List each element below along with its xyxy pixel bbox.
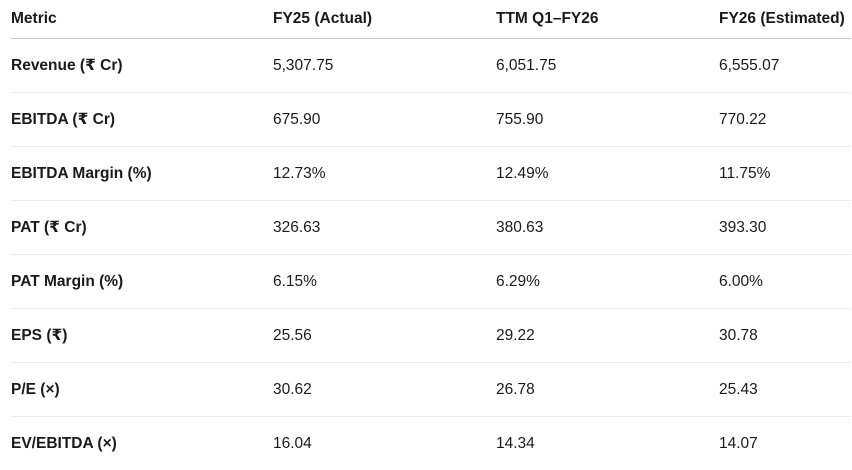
table-cell: 12.73% — [273, 147, 496, 201]
row-label-pe: P/E (×) — [11, 363, 273, 417]
table-cell: 14.34 — [496, 417, 719, 470]
table-row: EBITDA (₹ Cr) 675.90 755.90 770.22 — [11, 93, 851, 147]
header-ttm-q1-fy26: TTM Q1–FY26 — [496, 0, 719, 39]
table-row: PAT Margin (%) 6.15% 6.29% 6.00% — [11, 255, 851, 309]
table-header-row: Metric FY25 (Actual) TTM Q1–FY26 FY26 (E… — [11, 0, 851, 39]
header-fy26-estimated: FY26 (Estimated) — [719, 0, 851, 39]
row-label-ev-ebitda: EV/EBITDA (×) — [11, 417, 273, 470]
table-cell: 11.75% — [719, 147, 851, 201]
table-cell: 770.22 — [719, 93, 851, 147]
table-cell: 6.29% — [496, 255, 719, 309]
table-cell: 326.63 — [273, 201, 496, 255]
table-cell: 6,555.07 — [719, 39, 851, 93]
row-label-ebitda: EBITDA (₹ Cr) — [11, 93, 273, 147]
table-row: EBITDA Margin (%) 12.73% 12.49% 11.75% — [11, 147, 851, 201]
table-cell: 30.62 — [273, 363, 496, 417]
table-cell: 6.00% — [719, 255, 851, 309]
table-cell: 30.78 — [719, 309, 851, 363]
row-label-pat: PAT (₹ Cr) — [11, 201, 273, 255]
row-label-revenue: Revenue (₹ Cr) — [11, 39, 273, 93]
table-cell: 25.56 — [273, 309, 496, 363]
table-cell: 25.43 — [719, 363, 851, 417]
table-cell: 393.30 — [719, 201, 851, 255]
row-label-ebitda-margin: EBITDA Margin (%) — [11, 147, 273, 201]
table-row: Revenue (₹ Cr) 5,307.75 6,051.75 6,555.0… — [11, 39, 851, 93]
table-row: EV/EBITDA (×) 16.04 14.34 14.07 — [11, 417, 851, 470]
table-row: PAT (₹ Cr) 326.63 380.63 393.30 — [11, 201, 851, 255]
table-cell: 380.63 — [496, 201, 719, 255]
header-metric: Metric — [11, 0, 273, 39]
table-row: P/E (×) 30.62 26.78 25.43 — [11, 363, 851, 417]
table-cell: 6,051.75 — [496, 39, 719, 93]
header-fy25-actual: FY25 (Actual) — [273, 0, 496, 39]
financial-table-container: Metric FY25 (Actual) TTM Q1–FY26 FY26 (E… — [0, 0, 852, 458]
table-cell: 14.07 — [719, 417, 851, 470]
financial-metrics-table: Metric FY25 (Actual) TTM Q1–FY26 FY26 (E… — [11, 0, 851, 470]
row-label-eps: EPS (₹) — [11, 309, 273, 363]
table-cell: 6.15% — [273, 255, 496, 309]
table-cell: 26.78 — [496, 363, 719, 417]
table-cell: 5,307.75 — [273, 39, 496, 93]
table-cell: 755.90 — [496, 93, 719, 147]
table-cell: 29.22 — [496, 309, 719, 363]
table-cell: 16.04 — [273, 417, 496, 470]
table-cell: 675.90 — [273, 93, 496, 147]
table-row: EPS (₹) 25.56 29.22 30.78 — [11, 309, 851, 363]
row-label-pat-margin: PAT Margin (%) — [11, 255, 273, 309]
table-cell: 12.49% — [496, 147, 719, 201]
